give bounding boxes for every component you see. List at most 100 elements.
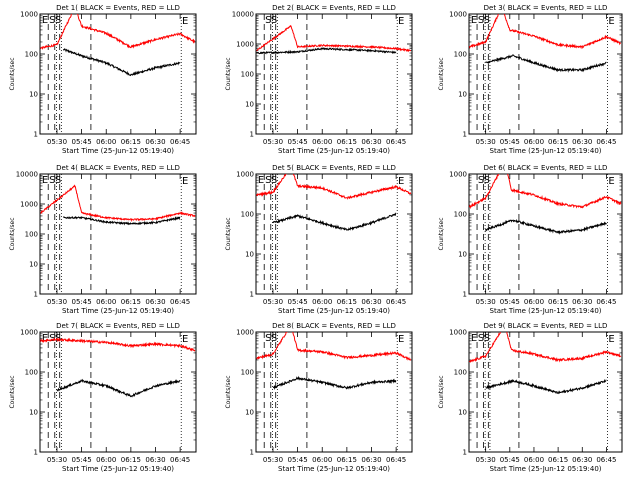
x-tick-label: 06:45 [386,138,406,146]
x-tick-label: 05:45 [500,298,520,306]
end-marker-letter: E [608,176,614,187]
x-tick-label: 05:45 [72,456,92,464]
x-tick-label: 05:30 [263,298,283,306]
x-tick-label: 06:45 [170,138,190,146]
series-lld-line [40,337,196,352]
marker-letter: S [265,333,271,344]
panel-det-5: Det 5( BLACK = Events, RED = LLD 1 10 100 10… [225,164,413,315]
y-tick-label: 100 [454,369,467,377]
series-events-line [256,47,397,55]
y-tick-label: 1000 [449,11,467,19]
y-tick-label: 1 [34,449,38,457]
x-axis-label: Start Time (25-Jun-12 05:19:40) [62,307,174,315]
x-axis-label: Start Time (25-Jun-12 05:19:40) [278,465,390,473]
y-tick-label: 1 [463,131,467,139]
series-events-line [485,54,607,73]
x-axis-label: Start Time (25-Jun-12 05:19:40) [490,465,602,473]
panel-det-3: Det 3( BLACK = Events, RED = LLD 1 10 100 10… [438,4,623,155]
x-tick-label: 06:15 [121,298,141,306]
y-axis-label: Counts/sec [225,375,232,408]
panel-title: Det 4( BLACK = Events, RED = LLD [56,164,180,172]
y-tick-label: 1000 [20,201,38,209]
x-axis-label: Start Time (25-Jun-12 05:19:40) [278,147,390,155]
marker-letter: S [478,175,484,186]
marker-letter: S [265,175,271,186]
series-lld-line [256,332,411,361]
x-tick-label: 06:00 [524,456,544,464]
x-tick-label: 06:15 [121,138,141,146]
y-tick-label: 10 [458,409,467,417]
axes-frame [255,331,413,453]
panel-det-1: Det 1( BLACK = Events, RED = LLD 1 10 100 10… [9,4,197,155]
panel-title: Det 1( BLACK = Events, RED = LLD [56,4,180,12]
x-tick-label: 06:45 [170,456,190,464]
series-lld-line [469,14,621,50]
y-tick-label: 10 [245,409,254,417]
x-tick-label: 06:00 [312,138,332,146]
x-tick-label: 05:30 [263,138,283,146]
x-tick-label: 06:45 [386,298,406,306]
x-tick-label: 06:15 [121,456,141,464]
y-axis-label: Counts/sec [438,57,445,90]
y-axis-label: Counts/sec [438,217,445,250]
marker-letter: S [265,15,271,26]
panel-det-8: Det 8( BLACK = Events, RED = LLD 1 10 100 10… [225,322,413,473]
marker-letter: E [42,15,48,26]
axes-frame [39,13,197,135]
panel-det-7: Det 7( BLACK = Events, RED = LLD 1 10 100 10… [9,322,197,473]
end-marker-letter: E [608,334,614,345]
marker-letter: S [271,15,277,26]
y-tick-label: 1 [250,291,254,299]
marker-letter: S [271,333,277,344]
y-tick-label: 1000 [449,171,467,179]
x-tick-label: 06:45 [386,456,406,464]
marker-letter: S [484,15,490,26]
marker-letter: S [478,333,484,344]
x-tick-label: 05:30 [47,138,67,146]
y-tick-label: 1 [463,291,467,299]
y-tick-label: 10 [29,261,38,269]
y-axis-label: Counts/sec [225,217,232,250]
x-tick-label: 06:45 [596,456,616,464]
x-tick-label: 06:15 [337,298,357,306]
y-axis-label: Counts/sec [9,375,16,408]
x-tick-label: 06:00 [96,456,116,464]
x-tick-label: 06:00 [312,456,332,464]
y-tick-label: 10 [245,251,254,259]
x-tick-label: 06:45 [170,298,190,306]
y-tick-label: 100 [25,51,38,59]
x-tick-label: 05:30 [476,138,496,146]
end-marker-letter: E [398,176,404,187]
y-tick-label: 100 [25,369,38,377]
series-events-line [272,375,397,391]
axes-frame [39,173,197,295]
y-tick-label: 10000 [16,171,38,179]
x-tick-label: 05:45 [72,138,92,146]
y-axis-label: Counts/sec [225,57,232,90]
panel-title: Det 5( BLACK = Events, RED = LLD [272,164,396,172]
marker-letter: E [471,333,477,344]
axes-frame [468,13,623,135]
marker-letter: S [49,175,55,186]
panel-title: Det 3( BLACK = Events, RED = LLD [484,4,608,12]
panel-title: Det 6( BLACK = Events, RED = LLD [484,164,608,172]
marker-letter: S [271,175,277,186]
x-tick-label: 06:45 [596,138,616,146]
series-events-line [63,215,181,226]
x-tick-label: 06:15 [337,138,357,146]
y-tick-label: 1000 [236,41,254,49]
x-tick-label: 06:00 [96,138,116,146]
y-tick-label: 100 [241,211,254,219]
y-axis-label: Counts/sec [9,217,16,250]
series-lld-line [256,25,412,53]
series-events-line [485,378,607,395]
y-tick-label: 1000 [236,171,254,179]
x-tick-label: 05:30 [476,298,496,306]
x-tick-label: 05:30 [263,456,283,464]
y-tick-label: 10 [29,409,38,417]
series-lld-line [256,174,412,200]
y-tick-label: 100 [241,71,254,79]
y-tick-label: 10 [29,91,38,99]
axes-frame [255,13,413,135]
